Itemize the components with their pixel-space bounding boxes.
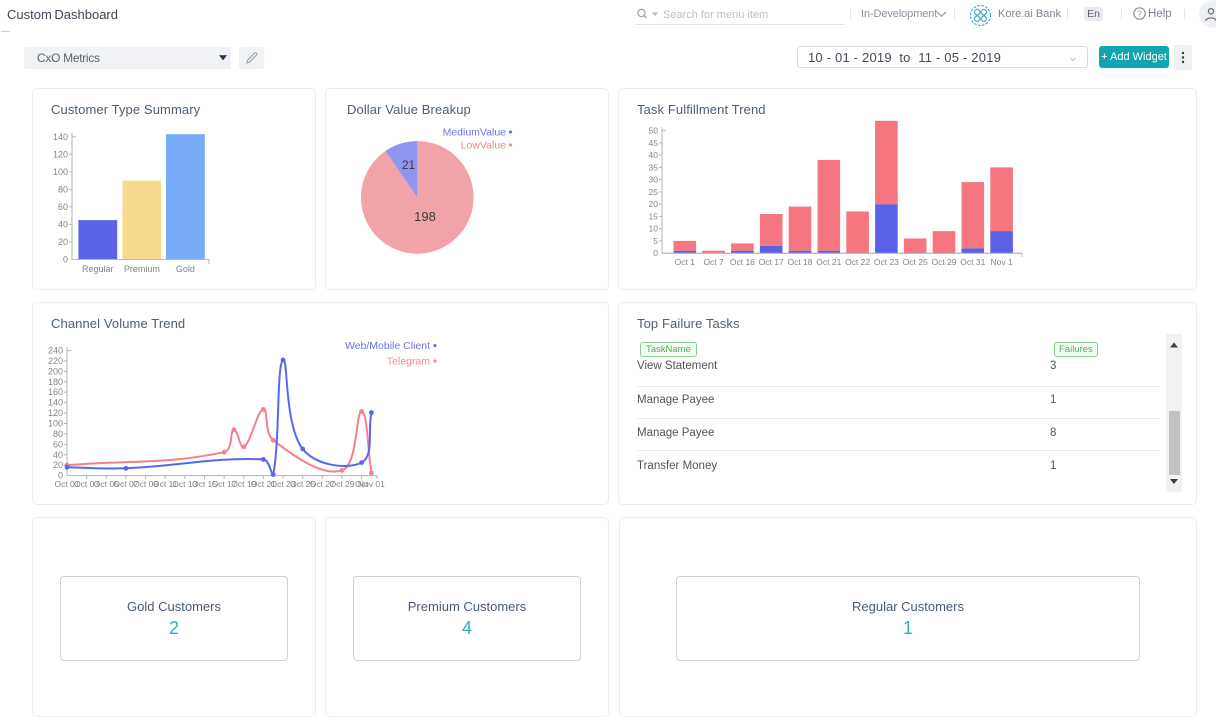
svg-text:120: 120: [48, 408, 63, 418]
svg-text:Oct 7: Oct 7: [703, 257, 724, 267]
svg-text:60: 60: [58, 202, 68, 212]
svg-text:Regular: Regular: [82, 264, 114, 274]
svg-text:Oct 16: Oct 16: [730, 257, 755, 267]
svg-text:Oct 03: Oct 03: [74, 479, 99, 489]
svg-text:Oct 05: Oct 05: [94, 479, 119, 489]
svg-text:Oct 07: Oct 07: [113, 479, 138, 489]
svg-text:100: 100: [53, 167, 68, 177]
svg-text:Oct 1: Oct 1: [675, 257, 696, 267]
svg-text:100: 100: [48, 419, 63, 429]
svg-text:30: 30: [649, 175, 659, 185]
svg-text:20: 20: [649, 199, 659, 209]
svg-text:Oct 21: Oct 21: [251, 479, 276, 489]
svg-text:200: 200: [48, 366, 63, 376]
svg-text:Oct 29: Oct 29: [329, 479, 354, 489]
svg-text:Oct 17: Oct 17: [759, 257, 784, 267]
svg-text:40: 40: [53, 450, 63, 460]
svg-text:Oct 25: Oct 25: [290, 479, 315, 489]
svg-text:Oct 22: Oct 22: [845, 257, 870, 267]
svg-text:21: 21: [402, 158, 416, 172]
svg-text:5: 5: [653, 236, 658, 246]
svg-text:198: 198: [414, 209, 436, 224]
svg-text:Oct 31: Oct 31: [960, 257, 985, 267]
svg-text:0: 0: [58, 471, 63, 481]
svg-text:Oct 19: Oct 19: [231, 479, 256, 489]
svg-text:15: 15: [649, 211, 659, 221]
svg-text:Nov 01: Nov 01: [358, 479, 385, 489]
svg-text:140: 140: [48, 398, 63, 408]
svg-text:40: 40: [649, 150, 659, 160]
svg-text:160: 160: [48, 387, 63, 397]
svg-text:Oct 18: Oct 18: [787, 257, 812, 267]
svg-text:60: 60: [53, 439, 63, 449]
svg-text:MediumValue: MediumValue: [443, 127, 507, 139]
svg-text:Oct 09: Oct 09: [133, 479, 158, 489]
svg-text:Nov 1: Nov 1: [990, 257, 1012, 267]
svg-text:20: 20: [53, 460, 63, 470]
svg-text:Web/Mobile Client: Web/Mobile Client: [345, 340, 430, 352]
svg-text:Oct 27: Oct 27: [310, 479, 335, 489]
svg-text:180: 180: [48, 377, 63, 387]
svg-text:Oct 11: Oct 11: [153, 479, 178, 489]
svg-text:25: 25: [649, 187, 659, 197]
svg-text:LowValue: LowValue: [461, 140, 506, 152]
svg-text:Oct 25: Oct 25: [903, 257, 928, 267]
svg-text:50: 50: [649, 126, 659, 136]
svg-text:40: 40: [58, 219, 68, 229]
svg-text:35: 35: [649, 162, 659, 172]
svg-text:140: 140: [53, 132, 68, 142]
svg-text:Telegram: Telegram: [387, 356, 430, 368]
svg-text:Oct 17: Oct 17: [212, 479, 237, 489]
svg-text:Oct 13: Oct 13: [172, 479, 197, 489]
svg-text:80: 80: [53, 429, 63, 439]
svg-text:Oct: Oct: [355, 479, 369, 489]
svg-text:?: ?: [1137, 8, 1142, 18]
svg-text:240: 240: [48, 346, 63, 356]
svg-text:Oct 01: Oct 01: [54, 479, 79, 489]
svg-text:80: 80: [58, 184, 68, 194]
svg-text:Gold: Gold: [176, 264, 195, 274]
svg-text:Oct 23: Oct 23: [874, 257, 899, 267]
svg-text:Premium: Premium: [124, 264, 160, 274]
svg-text:Oct 23: Oct 23: [270, 479, 295, 489]
svg-text:0: 0: [653, 248, 658, 258]
svg-text:Oct 29: Oct 29: [931, 257, 956, 267]
svg-text:20: 20: [58, 237, 68, 247]
svg-text:10: 10: [649, 224, 659, 234]
svg-text:0: 0: [63, 255, 68, 265]
svg-text:Oct 21: Oct 21: [816, 257, 841, 267]
svg-text:220: 220: [48, 356, 63, 366]
svg-text:45: 45: [649, 138, 659, 148]
svg-text:Oct 15: Oct 15: [192, 479, 217, 489]
svg-text:120: 120: [53, 149, 68, 159]
